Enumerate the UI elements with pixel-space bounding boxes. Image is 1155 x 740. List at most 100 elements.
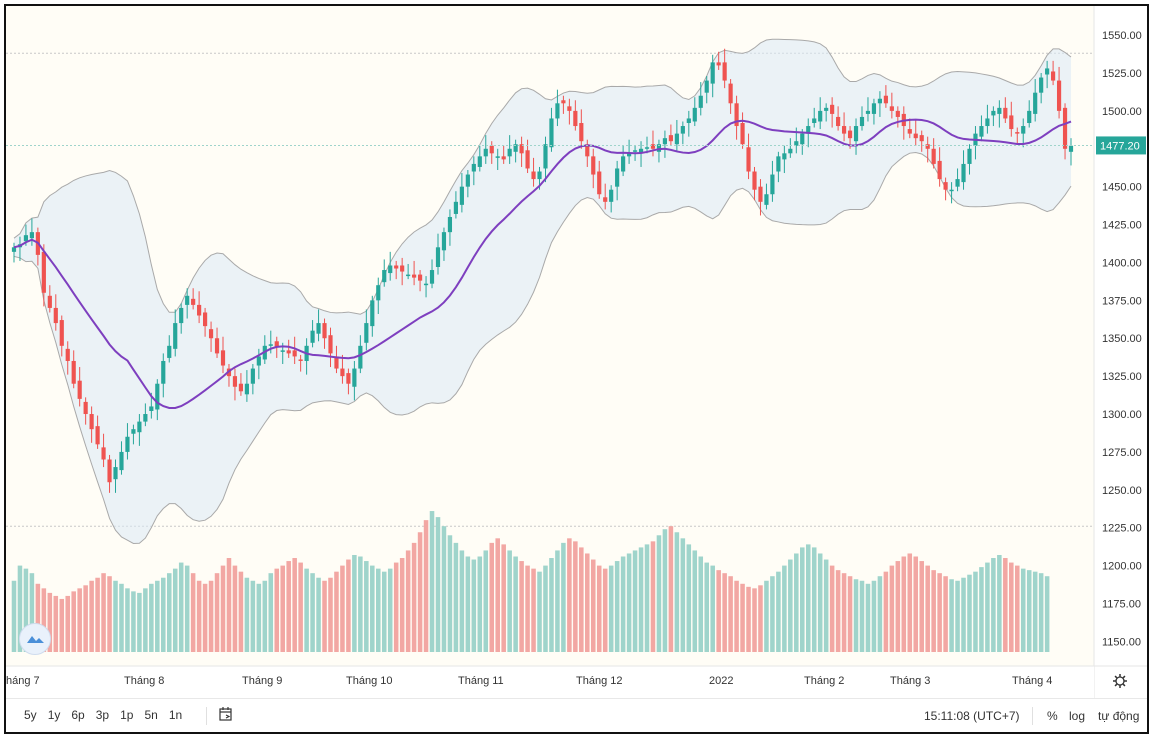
volume-bar: [841, 573, 847, 652]
time-tick-label: Tháng 3: [890, 675, 930, 687]
volume-bar: [35, 583, 41, 652]
candle-body: [937, 160, 942, 180]
volume-bar: [782, 565, 787, 652]
volume-bar: [346, 559, 351, 652]
volume-bar: [877, 576, 883, 652]
volume-bar: [304, 568, 309, 652]
candle-body: [364, 323, 369, 343]
volume-bar: [961, 577, 966, 652]
candle-body: [621, 156, 626, 172]
calendar-goto-icon[interactable]: [218, 706, 234, 722]
bottom-toolbar: 5y 1y 6p 3p 1p 5n 1n 15:11:08 (UTC+7) % …: [6, 698, 1147, 732]
candle-body: [429, 270, 435, 284]
log-toggle[interactable]: log: [1069, 709, 1086, 723]
volume-bar: [985, 562, 990, 652]
candle-body: [417, 274, 423, 281]
volume-bar: [477, 556, 483, 652]
candle-body: [997, 107, 1002, 114]
candle-body: [352, 368, 357, 387]
candle-body: [836, 116, 841, 127]
volume-bar: [95, 577, 100, 652]
gear-icon-tooth: [1114, 683, 1118, 687]
candle-body: [591, 156, 596, 175]
volume-bar: [722, 573, 727, 652]
time-axis-bg: [6, 666, 1094, 698]
volume-bar: [925, 565, 930, 652]
volume-bar: [626, 553, 632, 652]
time-tick-label: Tháng 11: [458, 675, 504, 687]
volume-bar: [698, 556, 704, 652]
volume-bar: [441, 526, 447, 652]
price-tick-label: 1250.00: [1102, 485, 1142, 497]
gear-icon[interactable]: [1113, 674, 1127, 688]
volume-bar: [829, 565, 835, 652]
range-6p[interactable]: 6p: [71, 708, 85, 722]
volume-bar: [316, 577, 321, 652]
volume-bar: [567, 538, 572, 652]
price-axis-bg: [1094, 6, 1147, 698]
volume-bar: [202, 583, 208, 652]
range-3p[interactable]: 3p: [95, 708, 110, 722]
candle-body: [644, 147, 650, 149]
candle-body: [704, 80, 709, 93]
candle-body: [501, 156, 506, 160]
volume-bar: [298, 562, 303, 652]
candle-body: [495, 156, 500, 158]
volume-bar: [871, 580, 877, 652]
volume-bar: [704, 562, 709, 652]
candle-body: [1056, 80, 1062, 111]
candle-body: [1021, 126, 1026, 134]
volume-bar: [423, 520, 429, 652]
range-5n[interactable]: 5n: [144, 708, 158, 722]
candle-body: [41, 251, 46, 293]
price-chart[interactable]: 1550.001525.001500.001475.001450.001425.…: [6, 6, 1147, 698]
volume-bar: [143, 588, 148, 652]
volume-bar: [638, 547, 644, 652]
candle-body: [406, 274, 411, 277]
volume-bar: [513, 556, 518, 652]
volume-bar: [596, 565, 602, 652]
candle-body: [806, 126, 811, 134]
candle-body: [197, 304, 202, 316]
range-1y[interactable]: 1y: [47, 708, 61, 722]
candle-body: [907, 129, 912, 134]
candle-body: [609, 189, 614, 202]
volume-bar: [447, 535, 453, 652]
range-1p[interactable]: 1p: [120, 708, 134, 722]
candle-body: [400, 265, 405, 272]
volume-bar: [119, 583, 124, 652]
volume-bar: [752, 588, 757, 652]
volume-bar: [1038, 573, 1044, 652]
time-tick-label: Tháng 10: [346, 675, 392, 687]
candle-body: [985, 118, 990, 127]
candle-body: [453, 201, 458, 214]
candle-body: [268, 344, 273, 346]
volume-bar: [364, 561, 369, 652]
candle-body: [698, 95, 703, 108]
candle-body: [244, 383, 249, 395]
volume-bar: [340, 565, 345, 652]
candle-body: [931, 148, 936, 164]
volume-bar: [155, 580, 160, 652]
candle-body: [585, 144, 590, 157]
volume-bar: [1020, 568, 1026, 652]
candle-body: [788, 148, 793, 154]
range-1n[interactable]: 1n: [168, 708, 183, 722]
candle-body: [298, 359, 303, 361]
volume-bar: [734, 580, 739, 652]
time-tick-label: 2022: [709, 675, 733, 687]
range-5y[interactable]: 5y: [24, 708, 37, 722]
candle-body: [376, 285, 381, 301]
candle-body: [800, 133, 805, 145]
candle-body: [1015, 132, 1020, 134]
candle-body: [489, 145, 494, 154]
volume-bar: [656, 535, 662, 652]
range-selector: 5y 1y 6p 3p 1p 5n 1n: [24, 708, 193, 722]
candle-body: [11, 247, 17, 252]
volume-bar: [746, 586, 751, 652]
auto-scale-toggle[interactable]: tự động: [1098, 709, 1140, 723]
cloud-logo-icon[interactable]: [19, 623, 51, 655]
percent-toggle[interactable]: %: [1047, 709, 1058, 723]
volume-bar: [125, 588, 130, 652]
gear-icon-tooth: [1114, 675, 1118, 679]
